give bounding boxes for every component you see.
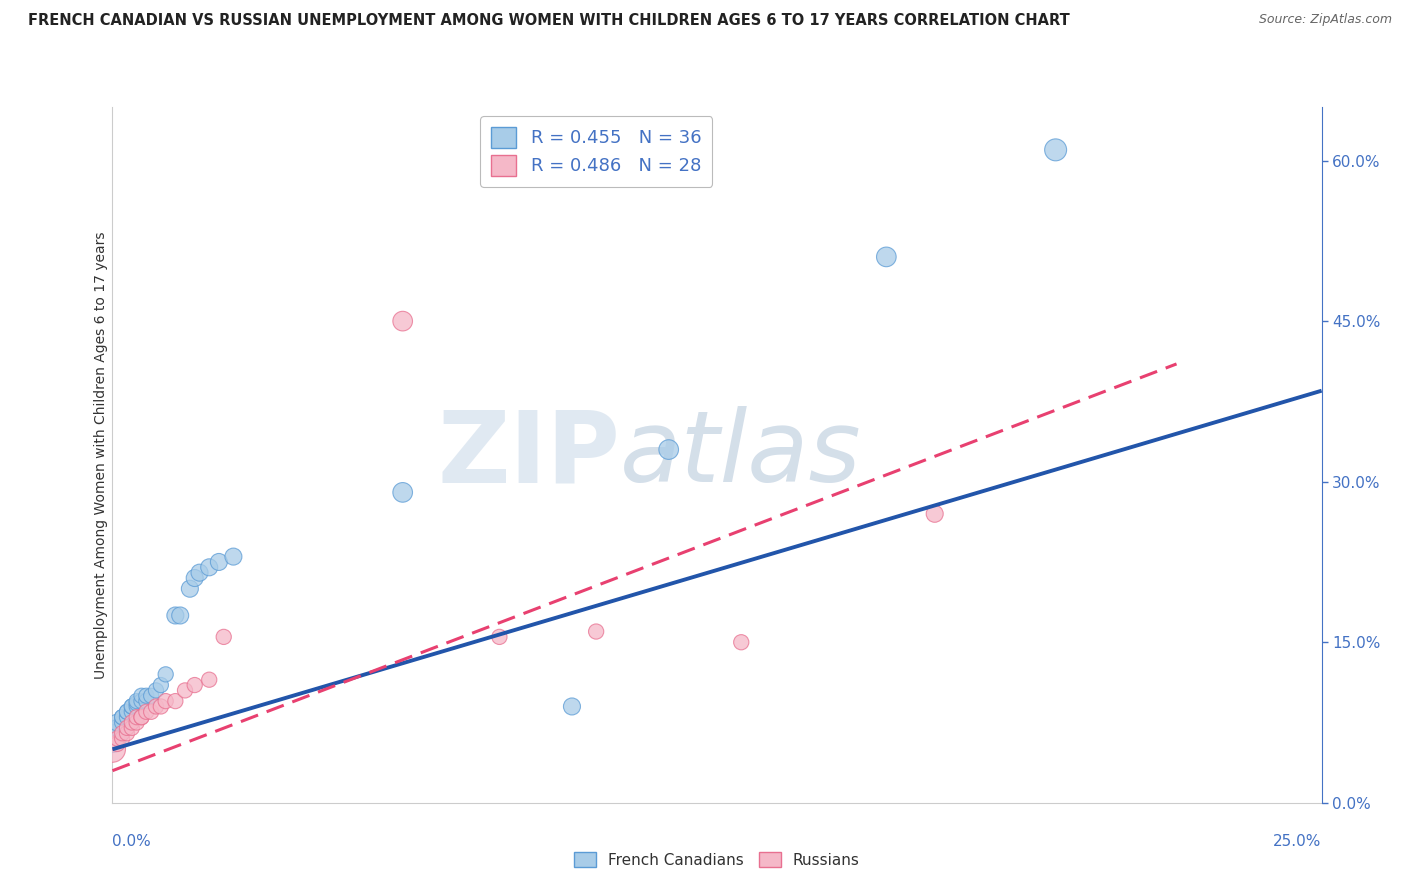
Point: [131, 710, 153, 724]
Point: [131, 689, 153, 703]
Point: [125, 694, 148, 708]
Point: [115, 710, 138, 724]
Point: [1045, 143, 1067, 157]
Point: [131, 710, 153, 724]
Point: [101, 731, 124, 746]
Point: [183, 571, 205, 585]
Point: [105, 731, 128, 746]
Point: [135, 689, 157, 703]
Point: [105, 715, 128, 730]
Point: [169, 608, 191, 623]
Point: [212, 630, 235, 644]
Point: [155, 667, 177, 681]
Point: [111, 710, 134, 724]
Y-axis label: Unemployment Among Women with Children Ages 6 to 17 years: Unemployment Among Women with Children A…: [94, 231, 108, 679]
Point: [924, 507, 946, 521]
Point: [198, 673, 221, 687]
Point: [658, 442, 681, 457]
Point: [165, 694, 187, 708]
Point: [875, 250, 897, 264]
Point: [115, 705, 138, 719]
Point: [730, 635, 752, 649]
Point: [111, 710, 134, 724]
Text: 0.0%: 0.0%: [112, 834, 152, 849]
Point: [105, 737, 128, 751]
Point: [145, 683, 167, 698]
Point: [165, 608, 187, 623]
Point: [111, 726, 134, 740]
Point: [145, 699, 167, 714]
Legend: French Canadians, Russians: French Canadians, Russians: [567, 844, 868, 875]
Point: [115, 705, 138, 719]
Point: [121, 715, 143, 730]
Point: [208, 555, 231, 569]
Point: [149, 699, 172, 714]
Point: [149, 678, 172, 692]
Point: [179, 582, 201, 596]
Text: Source: ZipAtlas.com: Source: ZipAtlas.com: [1258, 13, 1392, 27]
Point: [131, 694, 153, 708]
Point: [125, 699, 148, 714]
Point: [125, 710, 148, 724]
Point: [125, 715, 148, 730]
Point: [174, 683, 197, 698]
Text: FRENCH CANADIAN VS RUSSIAN UNEMPLOYMENT AMONG WOMEN WITH CHILDREN AGES 6 TO 17 Y: FRENCH CANADIAN VS RUSSIAN UNEMPLOYMENT …: [28, 13, 1070, 29]
Point: [121, 705, 143, 719]
Point: [488, 630, 510, 644]
Point: [188, 566, 211, 580]
Point: [222, 549, 245, 564]
Text: ZIP: ZIP: [437, 407, 620, 503]
Point: [121, 721, 143, 735]
Point: [105, 721, 128, 735]
Point: [155, 694, 177, 708]
Point: [141, 705, 163, 719]
Point: [585, 624, 607, 639]
Point: [111, 731, 134, 746]
Text: atlas: atlas: [620, 407, 862, 503]
Point: [115, 726, 138, 740]
Point: [121, 699, 143, 714]
Point: [141, 689, 163, 703]
Text: 25.0%: 25.0%: [1274, 834, 1322, 849]
Point: [121, 699, 143, 714]
Point: [111, 715, 134, 730]
Point: [135, 694, 157, 708]
Point: [198, 560, 221, 574]
Point: [135, 705, 157, 719]
Point: [125, 696, 148, 710]
Point: [183, 678, 205, 692]
Point: [115, 721, 138, 735]
Point: [561, 699, 583, 714]
Point: [391, 485, 413, 500]
Point: [101, 742, 124, 756]
Point: [391, 314, 413, 328]
